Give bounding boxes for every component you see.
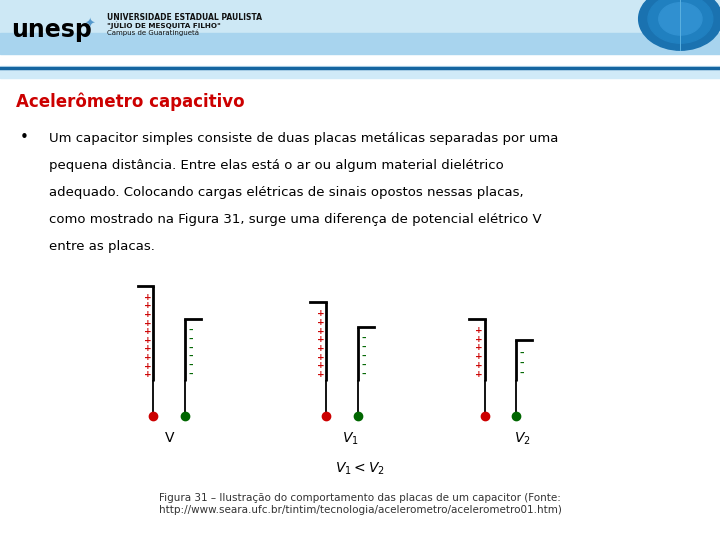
Text: –: – [189,343,193,353]
Circle shape [648,0,713,43]
Text: –: – [189,326,193,335]
Text: +: + [144,353,151,362]
Text: "JÚLIO DE MESQUITA FILHO": "JÚLIO DE MESQUITA FILHO" [107,21,220,29]
Text: –: – [520,359,524,368]
Text: como mostrado na Figura 31, surge uma diferença de potencial elétrico V: como mostrado na Figura 31, surge uma di… [49,213,541,226]
Bar [0,0,720,70]
Text: Um capacitor simples consiste de duas placas metálicas separadas por uma: Um capacitor simples consiste de duas pl… [49,132,558,145]
Text: –: – [361,334,366,343]
Text: +: + [475,334,482,343]
Text: –: – [189,370,193,379]
Text: http://www.seara.ufc.br/tintim/tecnologia/acelerometro/acelerometro01.htm): http://www.seara.ufc.br/tintim/tecnologi… [158,505,562,515]
Circle shape [659,3,702,35]
Text: +: + [317,309,324,318]
Text: Figura 31 – Ilustração do comportamento das placas de um capacitor (Fonte:: Figura 31 – Ilustração do comportamento … [159,493,561,503]
Text: +: + [317,353,324,362]
Text: –: – [189,334,193,343]
Text: –: – [361,352,366,361]
Bar [0,33,720,54]
Text: pequena distância. Entre elas está o ar ou algum material dielétrico: pequena distância. Entre elas está o ar … [49,159,504,172]
Text: +: + [317,370,324,379]
Text: +: + [144,301,151,310]
Text: –: – [520,369,524,378]
Text: +: + [475,343,482,353]
Text: +: + [317,327,324,335]
Text: –: – [361,370,366,379]
Bar [0,66,720,78]
Text: ✦: ✦ [85,18,95,31]
Text: +: + [144,319,151,328]
Text: +: + [144,370,151,379]
Text: +: + [144,345,151,353]
Text: +: + [144,293,151,302]
Text: +: + [475,326,482,335]
Text: •: • [20,130,29,145]
Text: +: + [317,335,324,345]
Text: –: – [361,361,366,370]
Text: +: + [475,352,482,361]
Text: +: + [317,344,324,353]
Text: –: – [361,343,366,352]
Text: V: V [164,431,174,445]
Text: –: – [520,349,524,358]
Text: +: + [144,327,151,336]
Text: +: + [475,370,482,379]
Text: Campus de Guaratinguetá: Campus de Guaratinguetá [107,29,199,36]
Text: +: + [317,361,324,370]
Text: +: + [317,318,324,327]
Text: $V_1 < V_2$: $V_1 < V_2$ [335,461,385,477]
Text: $V_1$: $V_1$ [342,431,359,447]
Text: +: + [144,310,151,319]
Text: UNIVERSIDADE ESTADUAL PAULISTA: UNIVERSIDADE ESTADUAL PAULISTA [107,13,261,22]
Circle shape [639,0,720,50]
Text: $V_2$: $V_2$ [513,431,531,447]
Bar [0,0,720,35]
Text: unesp: unesp [11,18,91,42]
Text: –: – [189,352,193,361]
Text: +: + [144,362,151,370]
Text: entre as placas.: entre as placas. [49,240,155,253]
Text: Acelerômetro capacitivo: Acelerômetro capacitivo [16,93,245,111]
Text: +: + [475,361,482,370]
Text: –: – [189,361,193,370]
Text: +: + [144,336,151,345]
Text: adequado. Colocando cargas elétricas de sinais opostos nessas placas,: adequado. Colocando cargas elétricas de … [49,186,523,199]
